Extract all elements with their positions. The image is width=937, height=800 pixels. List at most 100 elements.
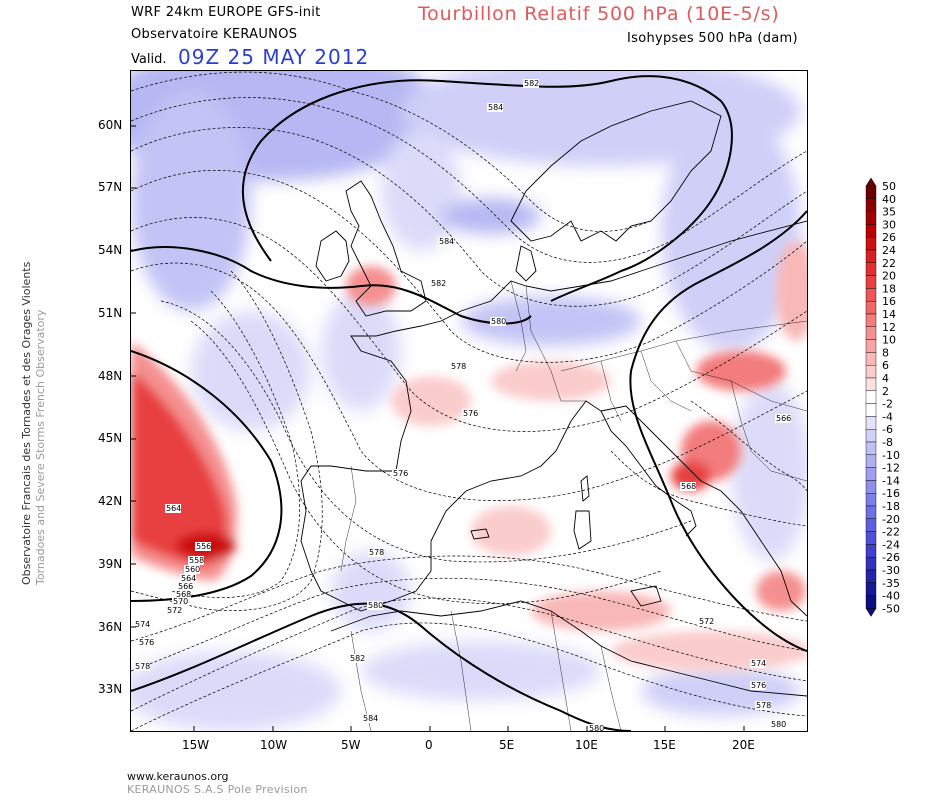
contour-label: 584 xyxy=(439,237,454,246)
contour-580-south xyxy=(130,602,632,732)
contour-584-ring xyxy=(241,75,733,302)
colorbar-swatch xyxy=(865,518,877,532)
colorbar-label: -26 xyxy=(882,551,900,564)
lat-label-54n: 54N xyxy=(98,243,123,257)
lat-label-36n: 36N xyxy=(98,620,123,634)
colorbar-swatch xyxy=(865,249,877,264)
colorbar-swatches xyxy=(865,178,877,617)
contour-label: 578 xyxy=(135,662,150,671)
colorbar-label: -14 xyxy=(882,474,900,487)
colorbar-label: 30 xyxy=(882,218,896,231)
lat-label-60n: 60N xyxy=(98,118,123,132)
colorbar-label: -40 xyxy=(882,590,900,603)
positive-vorticity-areas xyxy=(131,241,816,671)
lon-label-5w: 5W xyxy=(341,738,361,752)
contour-label: 568 xyxy=(176,590,191,599)
colorbar-label: 16 xyxy=(882,295,896,308)
vorticity-map: 582 584 584 582 580 578 576 576 578 580 … xyxy=(101,41,816,733)
contour-label: 570 xyxy=(173,597,188,606)
lat-label-39n: 39N xyxy=(98,557,123,571)
colorbar-label: -8 xyxy=(882,436,893,449)
contour-label: 572 xyxy=(167,606,182,615)
colorbar-label: 8 xyxy=(882,346,889,359)
colorbar-label: -4 xyxy=(882,410,893,423)
lat-label-57n: 57N xyxy=(98,180,123,194)
contour-label: 574 xyxy=(135,620,150,629)
colorbar-swatch xyxy=(865,403,877,417)
contour-label: 578 xyxy=(756,701,771,710)
lat-label-48n: 48N xyxy=(98,369,123,383)
lon-label-15e: 15E xyxy=(653,738,676,752)
contour-580-north xyxy=(130,246,532,325)
colorbar-label: 6 xyxy=(882,359,889,372)
contour-label: 580 xyxy=(368,601,383,610)
colorbar-swatch xyxy=(865,595,877,609)
colorbar-swatch xyxy=(865,300,877,315)
colorbar-label: -12 xyxy=(882,462,900,475)
contour-label: 566 xyxy=(178,582,193,591)
colorbar-swatch xyxy=(865,237,877,251)
contour-label: 584 xyxy=(488,103,503,112)
colorbar-swatch xyxy=(865,531,877,545)
observatory-name: Observatoire KERAUNOS xyxy=(131,27,298,42)
lon-label-10w: 10W xyxy=(260,738,288,752)
contour-low-west xyxy=(130,350,283,602)
contour-label: 576 xyxy=(393,469,408,478)
colorbar-swatch xyxy=(865,275,877,289)
colorbar-label: -30 xyxy=(882,564,900,577)
colorbar-label: 22 xyxy=(882,257,896,270)
lat-label-51n: 51N xyxy=(98,306,123,320)
colorbar-label: -6 xyxy=(882,423,893,436)
colorbar-label: 2 xyxy=(882,385,889,398)
contour-label: 572 xyxy=(699,617,714,626)
colorbar-swatch xyxy=(865,211,877,225)
colorbar-swatch xyxy=(865,441,877,456)
contour-label: 580 xyxy=(771,720,786,729)
colorbar-swatch xyxy=(865,339,877,353)
colorbar-swatch xyxy=(865,428,877,443)
colorbar-swatch xyxy=(865,262,877,276)
country-borders xyxy=(340,280,808,732)
colorbar-swatch xyxy=(865,198,877,212)
contour-label: 580 xyxy=(491,317,506,326)
colorbar-label: 35 xyxy=(882,206,896,219)
colorbar-label: -16 xyxy=(882,487,900,500)
valid-label: Valid. xyxy=(131,52,167,67)
lon-label-0: 0 xyxy=(425,738,433,752)
colorbar-swatch xyxy=(865,454,877,468)
contour-label: 564 xyxy=(166,504,181,513)
colorbar-swatch xyxy=(865,352,877,366)
colorbar-label: -10 xyxy=(882,449,900,462)
colorbar-label: -35 xyxy=(882,577,900,590)
colorbar-label: -22 xyxy=(882,526,900,539)
contour-label: 576 xyxy=(139,638,154,647)
footer-url[interactable]: www.keraunos.org xyxy=(127,770,229,783)
contour-label: 580 xyxy=(589,724,604,731)
lon-label-5e: 5E xyxy=(499,738,515,752)
lat-label-42n: 42N xyxy=(98,494,123,508)
colorbar-swatch xyxy=(865,467,877,481)
colorbar-swatch xyxy=(865,377,877,392)
colorbar-label: -50 xyxy=(882,602,900,615)
colorbar-swatch xyxy=(865,544,877,558)
colorbar-swatch xyxy=(865,480,877,494)
colorbar-swatch xyxy=(865,185,877,200)
contour-label: 578 xyxy=(369,548,384,557)
contour-label: 558 xyxy=(189,556,204,565)
contour-label: 578 xyxy=(451,362,466,371)
side-text-fr: Observatoire Francais des Tornades et de… xyxy=(20,261,33,585)
contour-label: 576 xyxy=(751,681,766,690)
contour-label: 564 xyxy=(181,574,196,583)
colorbar-swatch xyxy=(865,557,877,571)
valid-date: 09Z 25 MAY 2012 xyxy=(178,45,370,69)
contour-label: 582 xyxy=(524,79,539,88)
colorbar-swatch xyxy=(865,364,877,379)
isohypse-solid xyxy=(130,75,808,732)
lat-label-33n: 33N xyxy=(98,682,123,696)
contour-label: 568 xyxy=(681,482,696,491)
colorbar-swatch xyxy=(865,326,877,340)
contour-label: 556 xyxy=(196,542,211,551)
colorbar-swatch xyxy=(865,493,877,507)
colorbar-swatch xyxy=(865,505,877,520)
colorbar-swatch xyxy=(865,390,877,404)
